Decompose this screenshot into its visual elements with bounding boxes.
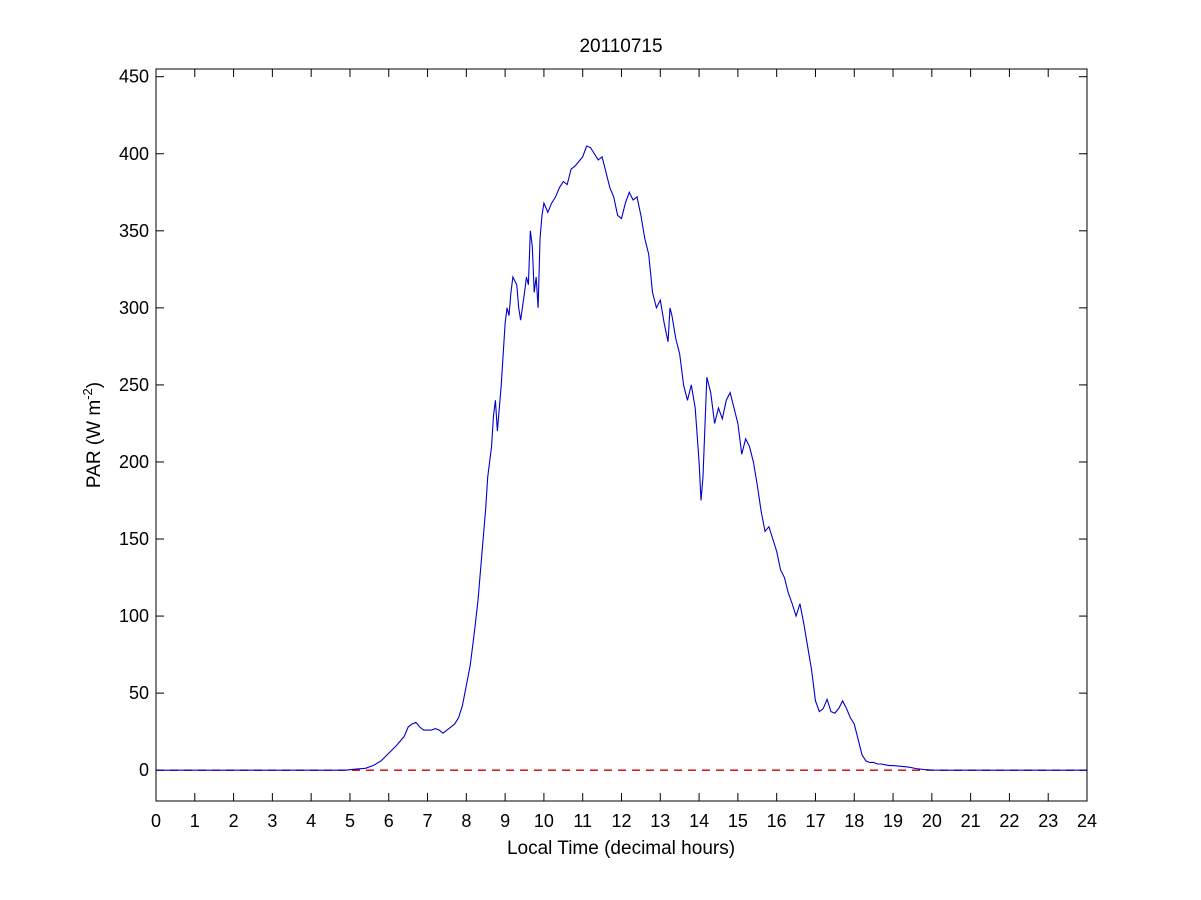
x-tick-label-6: 6 xyxy=(384,811,394,831)
x-tick-label-7: 7 xyxy=(423,811,433,831)
x-tick-label-13: 13 xyxy=(650,811,670,831)
y-tick-label-9: 450 xyxy=(119,67,149,87)
y-tick-label-6: 300 xyxy=(119,298,149,318)
y-tick-label-7: 350 xyxy=(119,221,149,241)
y-tick-label-8: 400 xyxy=(119,144,149,164)
x-tick-label-10: 10 xyxy=(534,811,554,831)
x-tick-label-4: 4 xyxy=(306,811,316,831)
y-axis-label-end: ) xyxy=(84,382,105,388)
plot-frame xyxy=(155,68,1088,802)
chart-title: 20110715 xyxy=(579,36,662,57)
y-tick-label-1: 50 xyxy=(129,683,149,703)
x-axis-label: Local Time (decimal hours) xyxy=(507,838,735,859)
series-line xyxy=(156,145,1087,771)
y-axis-ticks: 0 50 100 150 200 250 300 350 400 450 xyxy=(119,67,1087,780)
x-tick-label-22: 22 xyxy=(999,811,1019,831)
x-tick-label-9: 9 xyxy=(500,811,510,831)
y-tick-label-4: 200 xyxy=(119,452,149,472)
x-tick-label-19: 19 xyxy=(883,811,903,831)
y-tick-label-0: 0 xyxy=(139,760,149,780)
x-tick-label-17: 17 xyxy=(805,811,825,831)
y-tick-label-5: 250 xyxy=(119,375,149,395)
y-axis-label-superscript: -2 xyxy=(80,388,95,400)
x-tick-label-14: 14 xyxy=(689,811,709,831)
x-tick-label-0: 0 xyxy=(151,811,161,831)
y-axis-label-main: PAR (W m xyxy=(84,400,105,488)
x-tick-label-8: 8 xyxy=(461,811,471,831)
x-tick-label-15: 15 xyxy=(728,811,748,831)
y-tick-label-3: 150 xyxy=(119,529,149,549)
x-tick-label-1: 1 xyxy=(190,811,200,831)
x-tick-label-24: 24 xyxy=(1077,811,1097,831)
x-tick-label-20: 20 xyxy=(922,811,942,831)
x-axis-ticks: 0 1 2 3 4 5 6 7 8 9 10 11 12 13 14 15 16 17 18 19 20 21 22 23 24 xyxy=(151,69,1097,831)
y-axis-label: PAR (W m-2) xyxy=(80,382,105,488)
x-tick-label-21: 21 xyxy=(961,811,981,831)
x-tick-label-23: 23 xyxy=(1038,811,1058,831)
y-tick-label-2: 100 xyxy=(119,606,149,626)
x-tick-label-12: 12 xyxy=(611,811,631,831)
x-tick-label-18: 18 xyxy=(844,811,864,831)
x-tick-label-5: 5 xyxy=(345,811,355,831)
plot-area xyxy=(156,69,1087,801)
x-tick-label-11: 11 xyxy=(573,811,592,831)
x-tick-label-16: 16 xyxy=(767,811,787,831)
x-tick-label-3: 3 xyxy=(267,811,277,831)
x-tick-label-2: 2 xyxy=(229,811,239,831)
